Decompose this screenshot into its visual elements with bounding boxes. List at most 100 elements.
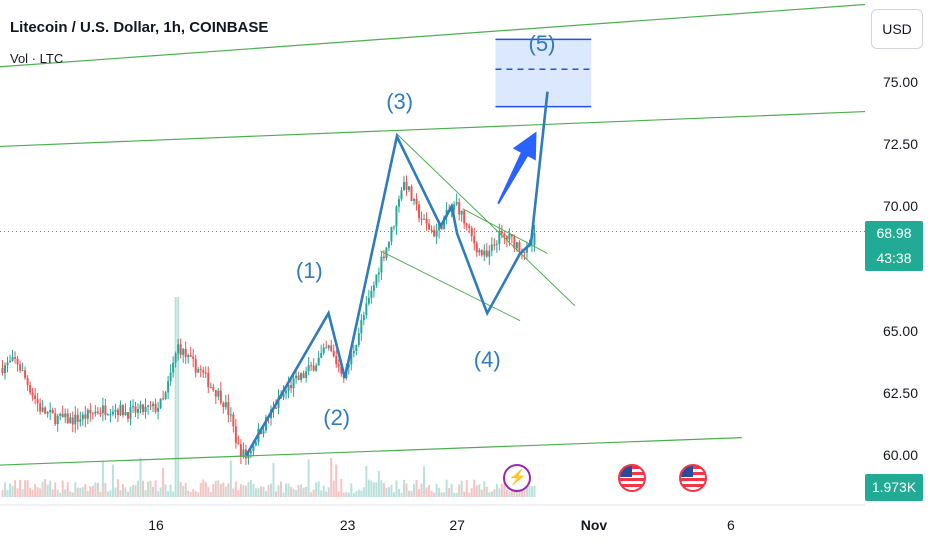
volume-bar [109,490,112,497]
candle-body [290,384,293,389]
volume-bar [169,484,172,497]
candle-body [400,190,403,200]
volume-bar [124,487,127,497]
candle-body [405,181,408,190]
volume-bar [159,487,162,497]
candle-body [51,410,54,414]
candle-body [49,410,52,413]
candle-body [162,398,165,400]
volume-bar [402,479,405,497]
lightning-icon[interactable]: ⚡ [503,464,532,492]
candle-body [111,411,114,415]
candle-body [76,414,79,422]
volume-bar [272,462,275,497]
candle-body [468,225,471,229]
candle-body [337,364,340,367]
volume-bar [247,482,250,497]
candle-body [137,409,140,413]
volume-bar [435,483,438,497]
candle-body [415,199,418,205]
volume-bar [129,486,132,497]
volume-bar [237,489,240,497]
candle-body [325,347,328,349]
candle-body [307,365,310,372]
volume-bar [16,488,19,497]
volume-bar [418,489,421,497]
candle-body [310,365,313,367]
candle-body [6,362,9,366]
volume-bar [488,492,491,497]
volume-bar [204,481,207,497]
volume-bar [483,481,486,497]
wedge-trendline [380,250,521,322]
volume-bar [420,483,423,497]
candle-body [322,347,325,354]
volume-bar [397,489,400,497]
volume-bar [106,491,109,497]
wedge-trendline [462,208,548,254]
candle-body [202,370,205,373]
candle-body [134,406,137,413]
volume-bar [44,479,47,497]
volume-bar [182,485,185,497]
volume-bar [267,484,270,497]
candle-body [119,404,122,415]
volume-bar [164,484,167,497]
last-price-tag: 68.98 43:38 [865,221,923,271]
price-tick-label: 65.00 [882,322,918,339]
volume-bar [104,482,107,497]
volume-bar [71,492,74,497]
candle-body [515,242,518,249]
volume-indicator-label[interactable]: Vol · LTC [10,51,64,66]
volume-bar [357,489,360,497]
candle-body [214,390,217,397]
volume-bar [448,487,451,497]
price-tick-label: 72.50 [882,135,918,152]
candle-body [192,356,195,359]
candle-body [352,351,355,354]
candle-body [44,407,47,414]
volume-bar [480,489,483,497]
volume-bar [292,488,295,497]
volume-bar [212,484,215,497]
volume-bar [214,480,217,497]
candle-body [142,404,145,412]
candle-body [300,373,303,380]
candle-body [377,272,380,275]
volume-bar [64,489,67,497]
us-flag-icon[interactable] [678,464,707,492]
volume-bar [56,489,59,497]
candle-body [478,250,481,253]
candle-body [277,396,280,409]
candle-body [249,451,252,454]
chart-title: Litecoin / U.S. Dollar, 1h, COINBASE [10,19,269,36]
volume-bar [49,480,52,497]
volume-bar [390,484,393,497]
volume-bar [229,460,232,497]
candle-body [362,315,365,321]
candle-body [187,355,190,358]
time-tick-label: 6 [726,517,735,533]
volume-bar [189,491,192,497]
candle-body [131,406,134,408]
volume-bar [347,492,350,497]
candle-body [164,392,167,399]
volume-bar [167,491,170,497]
candle-body [463,210,466,224]
time-tick-label: Nov [580,517,608,533]
volume-bar [362,487,365,497]
volume-bar [152,486,155,497]
candle-body [59,413,62,416]
us-flag-icon[interactable] [618,464,647,492]
price-tick-label: 62.50 [882,384,918,401]
candle-body [428,223,431,230]
target-zone [495,39,592,107]
volume-bar [79,488,82,497]
currency-button[interactable]: USD [871,9,923,49]
candle-body [189,355,192,357]
volume-bar [9,483,12,497]
candle-body [508,234,511,240]
candle-body [473,236,476,244]
